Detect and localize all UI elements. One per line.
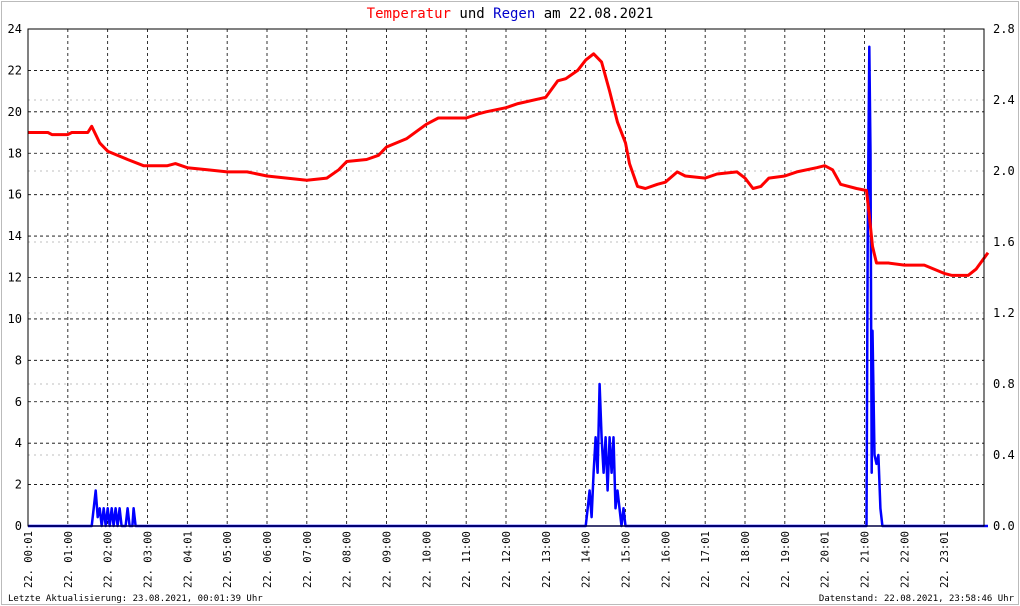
- x-tick-label: 22. 07:00: [302, 531, 314, 588]
- x-tick-label: 22. 05:00: [222, 531, 234, 588]
- x-tick-label: 22. 19:00: [780, 531, 792, 588]
- x-tick-label: 22. 10:00: [421, 531, 433, 588]
- x-tick-label: 22. 15:00: [621, 531, 633, 588]
- y-tick-label: 16: [8, 188, 22, 202]
- rain-series-line: [28, 45, 988, 528]
- y2-tick-label: 0.8: [993, 377, 1015, 391]
- x-tick-label: 22. 06:00: [262, 531, 274, 588]
- y-tick-label: 0: [15, 519, 22, 533]
- x-tick-label: 22. 02:00: [103, 531, 115, 588]
- y2-tick-label: 1.6: [993, 235, 1015, 249]
- y-tick-label: 20: [8, 105, 22, 119]
- y2-tick-label: 0.0: [993, 519, 1015, 533]
- y-tick-label: 14: [8, 229, 22, 243]
- x-tick-label: 22. 14:00: [581, 531, 593, 588]
- title-and: und: [459, 6, 484, 22]
- x-tick-label: 22. 18:00: [740, 531, 752, 588]
- x-tick-label: 22. 00:01: [23, 531, 35, 588]
- x-tick-label: 22. 20:01: [820, 531, 832, 588]
- y2-tick-label: 1.2: [993, 306, 1015, 320]
- y-tick-label: 4: [15, 436, 22, 450]
- x-tick-label: 22. 23:01: [939, 531, 951, 588]
- x-tick-label: 22. 17:01: [700, 531, 712, 588]
- footer-last-update: Letzte Aktualisierung: 23.08.2021, 00:01…: [8, 594, 263, 604]
- title-date: am 22.08.2021: [544, 6, 654, 22]
- x-tick-label: 22. 03:00: [143, 531, 155, 588]
- y2-tick-label: 2.0: [993, 164, 1015, 178]
- title-temperature: Temperatur: [367, 6, 451, 22]
- plot-frame: [27, 28, 985, 527]
- x-tick-label: 22. 21:00: [860, 531, 872, 588]
- y2-tick-label: 0.4: [993, 448, 1015, 462]
- x-tick-label: 22. 09:00: [382, 531, 394, 588]
- x-tick-label: 22. 13:00: [541, 531, 553, 588]
- chart-title: Temperatur und Regen am 22.08.2021: [367, 6, 654, 22]
- x-tick-label: 22. 04:01: [182, 531, 194, 588]
- y-tick-label: 22: [8, 63, 22, 77]
- y-tick-label: 2: [15, 478, 22, 492]
- y2-tick-label: 2.8: [993, 22, 1015, 36]
- x-tick-label: 22. 16:00: [660, 531, 672, 588]
- y-tick-label: 8: [15, 353, 22, 367]
- x-tick-label: 22. 08:00: [342, 531, 354, 588]
- grid-lines: [28, 29, 984, 526]
- y-axis-right-labels: 0.0 0.4 0.8 1.2 1.6 2.0 2.4 2.8: [993, 22, 1015, 533]
- x-tick-label: 22. 22:00: [899, 531, 911, 588]
- y2-tick-label: 2.4: [993, 93, 1015, 107]
- y-tick-label: 6: [15, 395, 22, 409]
- x-tick-label: 22. 11:00: [461, 531, 473, 588]
- x-tick-label: 22. 12:00: [501, 531, 513, 588]
- temperature-series-line: [28, 52, 990, 277]
- x-tick-label: 22. 01:00: [63, 531, 75, 588]
- title-rain: Regen: [493, 6, 535, 22]
- y-tick-label: 24: [8, 22, 22, 36]
- y-tick-label: 10: [8, 312, 22, 326]
- x-axis-labels: 22. 00:01 22. 01:00 22. 02:00 22. 03:00 22. …: [23, 531, 951, 588]
- y-tick-label: 18: [8, 146, 22, 160]
- footer-data-status: Datenstand: 22.08.2021, 23:58:46 Uhr: [819, 594, 1015, 604]
- y-tick-label: 12: [8, 271, 22, 285]
